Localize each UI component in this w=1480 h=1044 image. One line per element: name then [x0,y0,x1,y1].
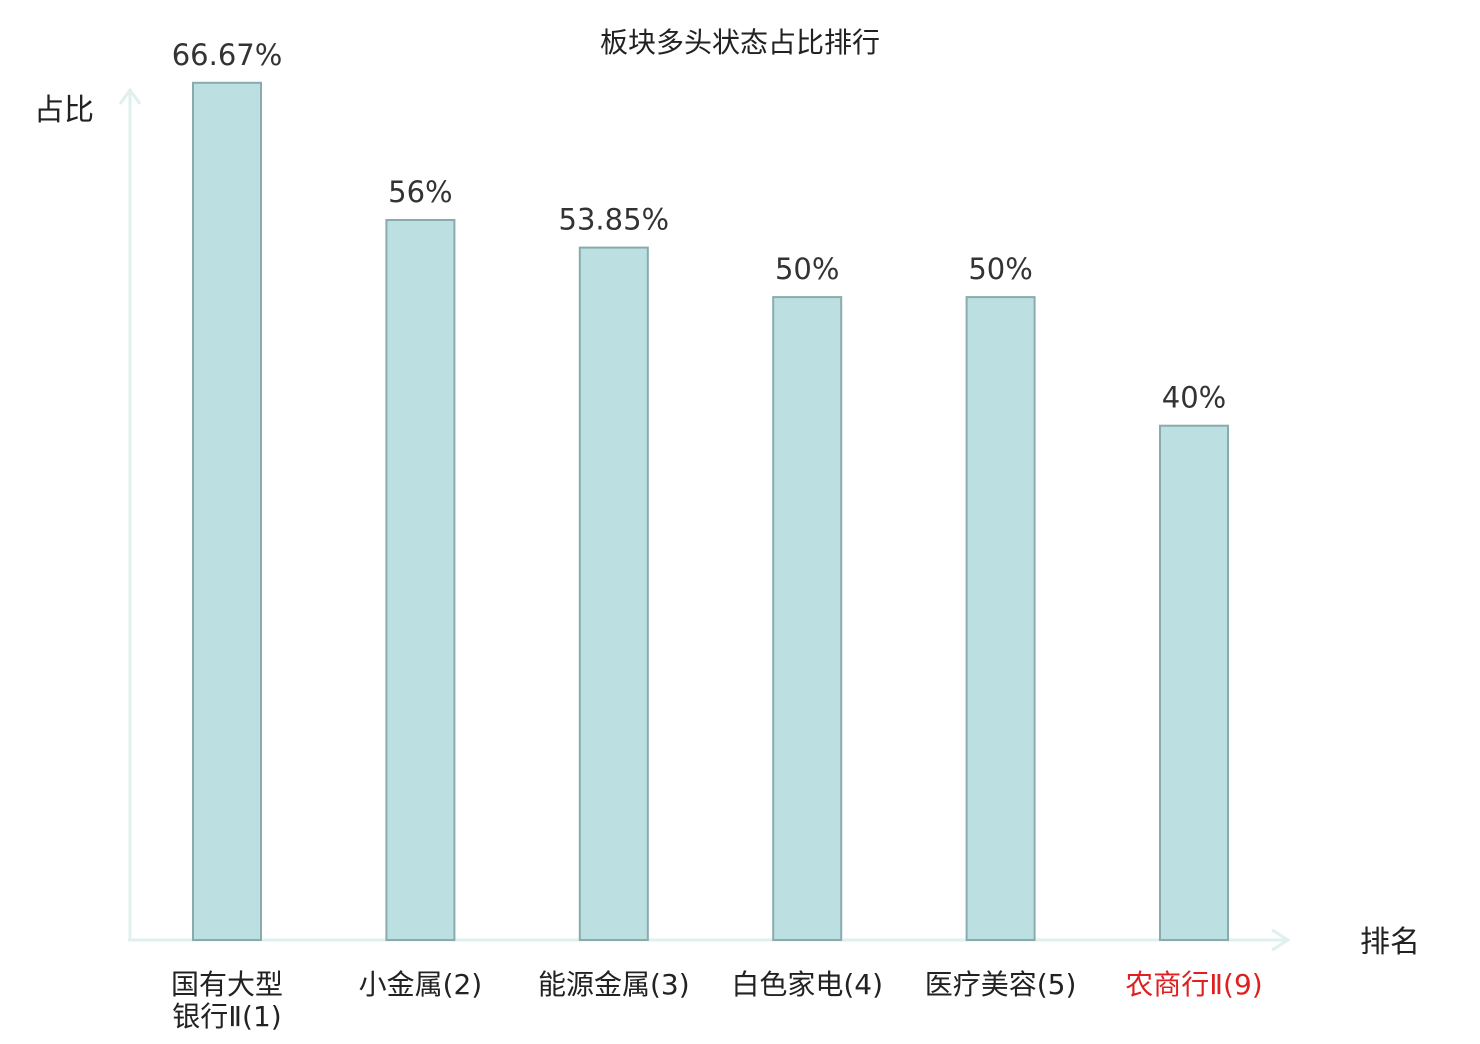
value-labels-group: 66.67% 56% 53.85% 50% 50% 40% [172,38,1227,415]
axes [118,87,1291,952]
y-axis-arrow-icon [118,87,142,105]
bar-value-label: 66.67% [172,38,283,72]
bar-value-label: 50% [968,252,1032,286]
x-tick-label: 医疗美容(5) [925,968,1077,1001]
x-tick-label: 国有大型 [171,968,283,1001]
x-tick-label: 白色家电(4) [731,968,883,1001]
x-tick-label: 能源金属(3) [538,968,690,1001]
y-axis-label: 占比 [34,93,94,128]
bar [192,81,262,942]
bar [772,296,843,942]
bar-value-label: 50% [775,252,839,286]
x-tick-label: 农商行Ⅱ(9) [1125,968,1262,1001]
bar [1159,424,1229,941]
bar [385,219,456,941]
bar [578,246,649,942]
chart-title: 板块多头状态占比排行 [600,26,880,59]
bar [965,296,1036,942]
bars-group [192,81,1229,942]
bar-value-label: 53.85% [559,203,670,237]
x-tick-label: 小金属(2) [359,968,483,1001]
x-axis-arrow-icon [1271,928,1291,952]
x-tick-label: 银行Ⅱ(1) [172,1000,281,1033]
bar-value-label: 56% [388,175,452,209]
bar-value-label: 40% [1162,381,1226,415]
x-axis-label: 排名 [1360,925,1420,960]
